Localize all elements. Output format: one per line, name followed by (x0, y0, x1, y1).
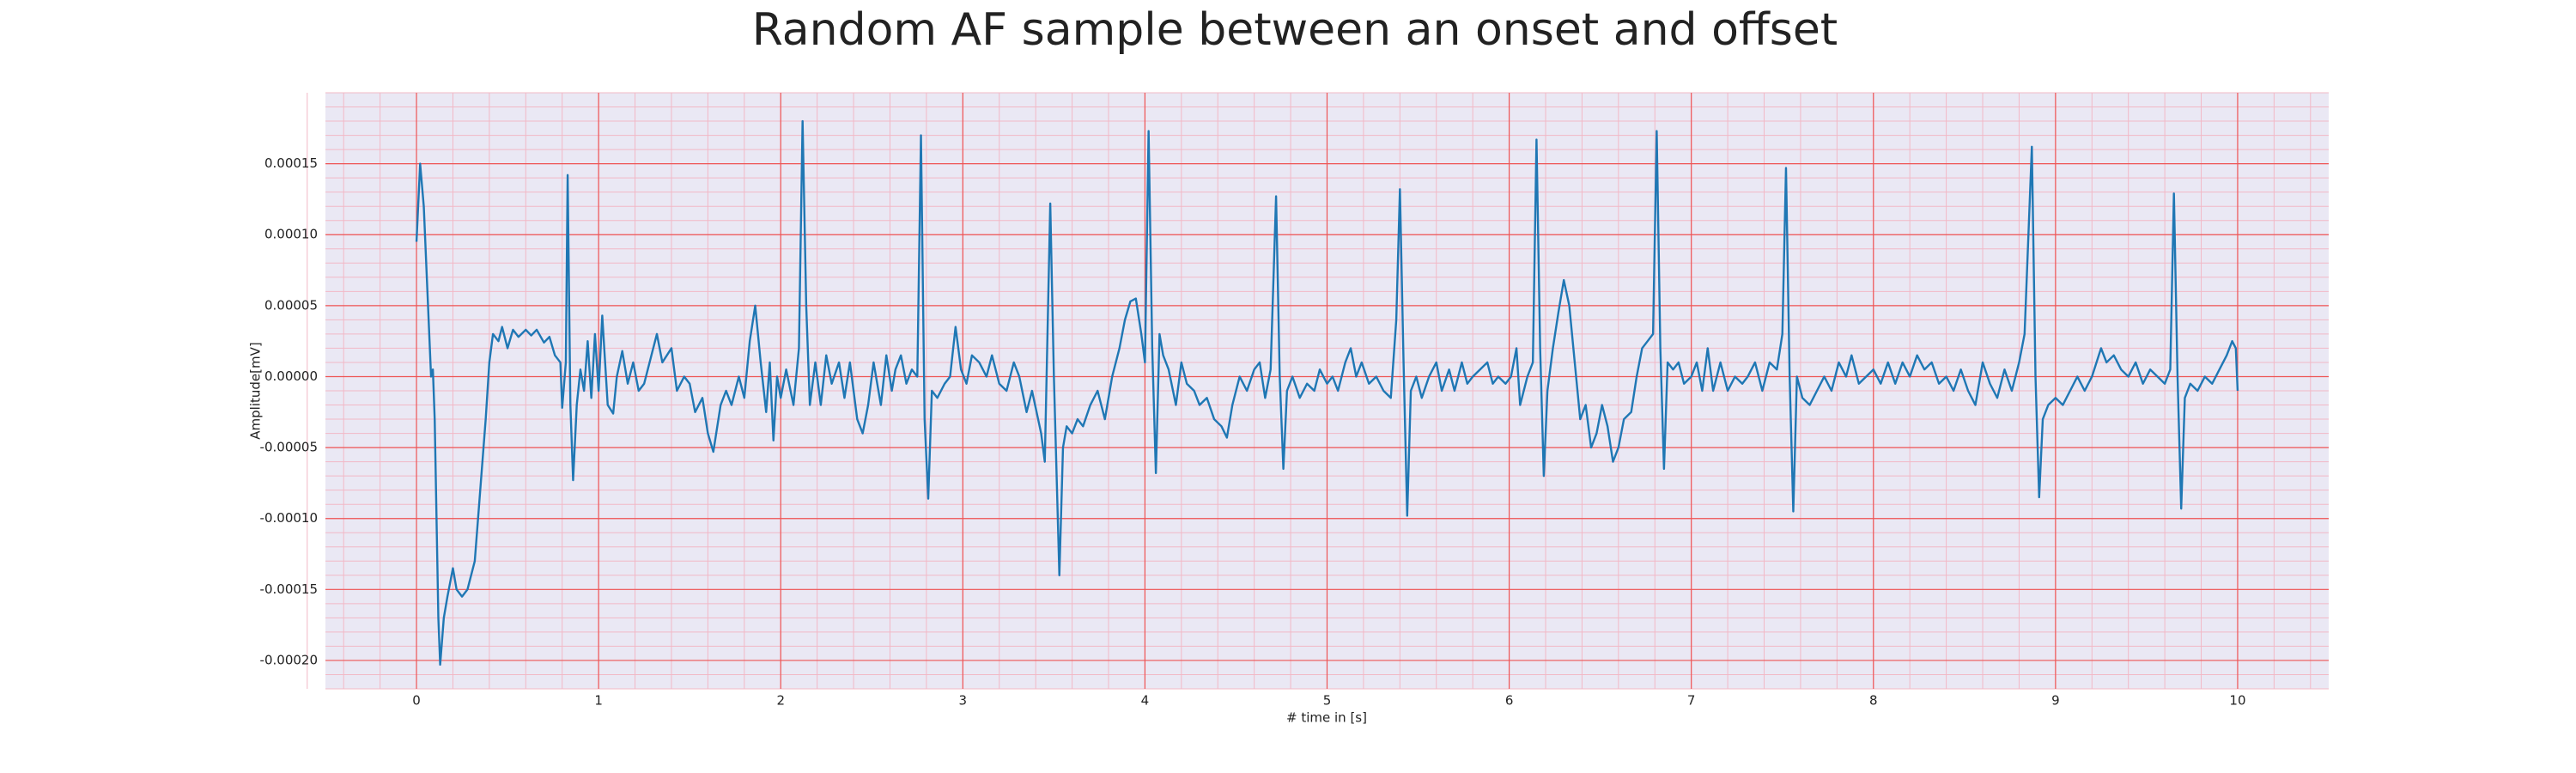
y-tick-label: 0.00015 (264, 155, 318, 171)
x-tick-label: 8 (1869, 693, 1878, 709)
x-tick-label: 9 (2051, 693, 2060, 709)
y-tick-label: -0.00010 (260, 510, 318, 526)
y-axis-label: Amplitude[mV] (248, 342, 264, 439)
chart-title: Random AF sample between an onset and of… (752, 4, 1838, 56)
x-tick-label: 1 (594, 693, 603, 709)
x-tick-label: 7 (1687, 693, 1696, 709)
x-tick-label: 4 (1141, 693, 1150, 709)
x-tick-label: 6 (1505, 693, 1514, 709)
x-tick-label: 5 (1323, 693, 1332, 709)
x-tick-label: 0 (412, 693, 421, 709)
y-tick-label: -0.00020 (260, 652, 318, 667)
grid (307, 92, 2329, 690)
y-tick-label: 0.00005 (264, 297, 318, 313)
x-tick-label: 3 (959, 693, 968, 709)
y-tick-label: -0.00015 (260, 581, 318, 597)
y-tick-label: 0.00000 (264, 368, 318, 384)
y-tick-label: -0.00005 (260, 440, 318, 455)
signal-line (415, 119, 2239, 666)
x-tick-label: 2 (776, 693, 785, 709)
x-tick-label: 10 (2229, 693, 2245, 709)
y-tick-label: 0.00010 (264, 227, 318, 242)
x-axis-label: # time in [s] (1286, 710, 1367, 726)
